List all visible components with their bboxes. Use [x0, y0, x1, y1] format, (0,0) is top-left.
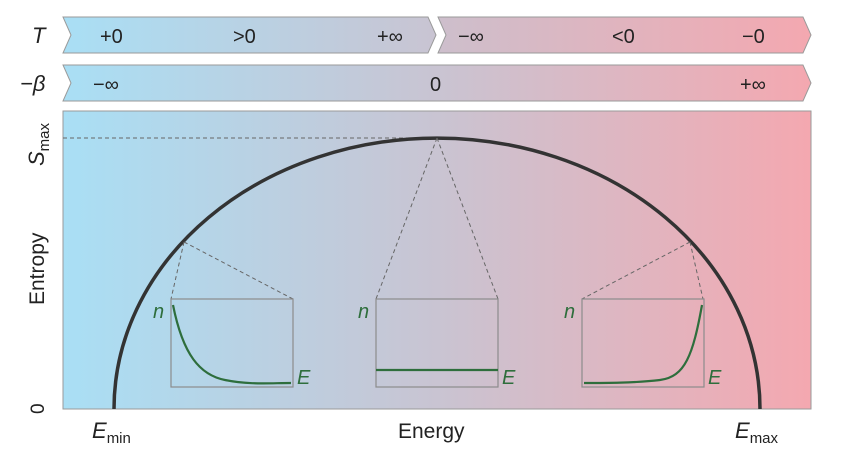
inset-low-ylabel: n: [153, 301, 164, 323]
temperature-value-2: >0: [233, 26, 256, 48]
inset-high-energy: n E: [564, 298, 722, 389]
inset-connectors: [170, 137, 704, 300]
svg-text:Smax: Smax: [24, 122, 53, 166]
plot-area: [62, 110, 812, 410]
temperature-value-4: −∞: [458, 26, 484, 48]
y-smax-label: Smax: [24, 122, 53, 166]
inset-low-energy: n E: [153, 298, 311, 389]
y-axis-label: Entropy: [26, 232, 49, 305]
emax-label: Emax: [735, 418, 779, 447]
x-axis-label: Energy: [398, 420, 465, 443]
inset-mid-energy: n E: [358, 298, 516, 389]
temperature-band: T +0 >0 +∞ −∞ <0 −0: [32, 16, 812, 54]
temperature-value-1: +0: [100, 26, 123, 48]
beta-value-center: 0: [430, 74, 441, 96]
y-zero-label: 0: [28, 403, 49, 414]
inset-mid-xlabel: E: [502, 367, 516, 389]
inset-high-curve: [583, 304, 704, 385]
inset-high-xlabel: E: [708, 367, 722, 389]
temperature-value-6: −0: [742, 26, 765, 48]
temperature-value-3: +∞: [377, 26, 403, 48]
beta-symbol: −β: [20, 71, 46, 96]
temperature-band-positive: [62, 16, 437, 54]
beta-band: −β −∞ 0 +∞: [20, 64, 812, 102]
inset-low-xlabel: E: [297, 367, 311, 389]
temperature-band-negative: [437, 16, 812, 54]
temperature-symbol: T: [32, 23, 47, 48]
beta-band-shape: [62, 64, 812, 102]
inset-low-curve: [171, 304, 292, 385]
beta-value-right: +∞: [740, 74, 766, 96]
temperature-value-5: <0: [612, 26, 635, 48]
emin-label: Emin: [92, 418, 131, 447]
beta-value-left: −∞: [93, 74, 119, 96]
inset-mid-ylabel: n: [358, 301, 369, 323]
inset-high-ylabel: n: [564, 301, 575, 323]
